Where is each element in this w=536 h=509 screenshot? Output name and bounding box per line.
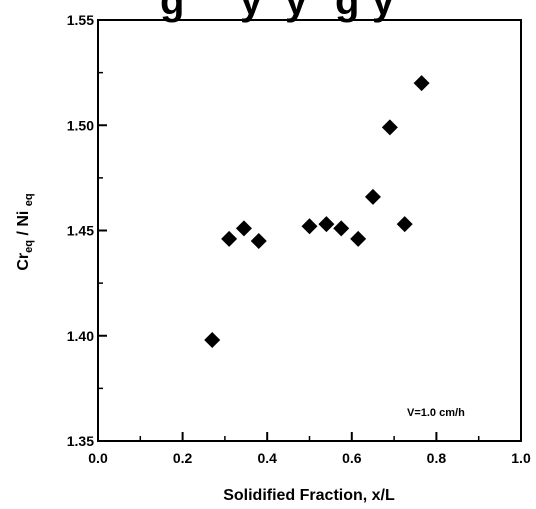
x-tick-label: 0.2: [173, 450, 193, 466]
x-tick-label: 0.0: [88, 450, 108, 466]
data-point-diamond: [250, 233, 267, 250]
data-point-diamond: [350, 230, 367, 247]
svg-text:y: y: [285, 0, 308, 23]
y-tick-label: 1.50: [67, 117, 94, 133]
data-point-diamond: [333, 220, 350, 237]
y-axis-tick-labels: 1.35 1.40 1.45 1.50 1.55: [67, 12, 94, 449]
svg-text:g: g: [335, 0, 359, 23]
y-tick-label: 1.35: [67, 433, 94, 449]
data-point-diamond: [413, 75, 430, 92]
velocity-annotation: V=1.0 cm/h: [407, 407, 465, 419]
y-tick-label: 1.55: [67, 12, 94, 28]
y-axis-title-cr: Cr: [15, 253, 32, 271]
data-point-diamond: [381, 119, 398, 136]
svg-text:y: y: [372, 0, 395, 23]
y-axis-title-sub-eq-1: eq: [23, 240, 35, 253]
x-axis-ticks: [97, 432, 522, 441]
x-tick-label: 1.0: [511, 450, 531, 466]
data-point-diamond: [301, 218, 318, 235]
x-tick-label: 0.4: [257, 450, 277, 466]
svg-text:y: y: [240, 0, 263, 23]
svg-text:g: g: [160, 0, 184, 23]
x-tick-label: 0.6: [342, 450, 362, 466]
cropped-header-fragment: g y y g y: [160, 0, 395, 23]
data-point-diamond: [204, 331, 221, 348]
data-point-diamond: [364, 188, 381, 205]
x-axis-title: Solidified Fraction, x/L: [223, 487, 395, 504]
data-point-diamond: [396, 216, 413, 233]
data-point-diamond: [221, 230, 238, 247]
y-axis-ticks: [98, 19, 107, 442]
data-point-diamond: [318, 216, 335, 233]
data-point-diamond: [235, 220, 252, 237]
x-axis-tick-labels: 0.0 0.2 0.4 0.6 0.8 1.0: [88, 450, 531, 466]
y-axis-title-ni: / Ni: [15, 206, 32, 240]
y-axis-title: Creq / Ni eq: [15, 193, 35, 270]
y-axis-title-sub-eq-2: eq: [23, 193, 35, 206]
data-points: [204, 75, 430, 348]
y-tick-label: 1.45: [67, 223, 94, 239]
x-tick-label: 0.8: [427, 450, 447, 466]
y-tick-label: 1.40: [67, 328, 94, 344]
